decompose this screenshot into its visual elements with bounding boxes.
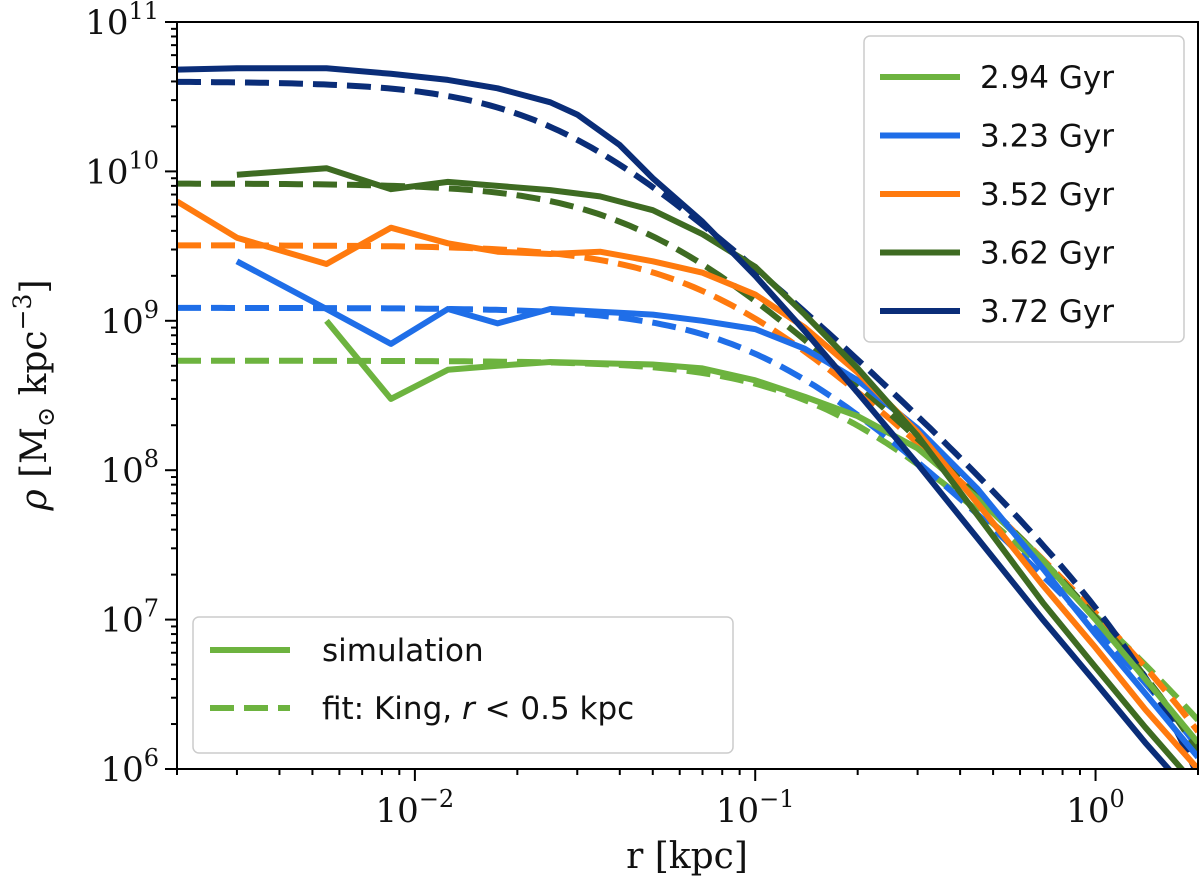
legend-series-box bbox=[863, 35, 1185, 343]
fit-line-2 bbox=[177, 242, 1198, 734]
legend-label-0: 2.94 Gyr bbox=[980, 60, 1114, 96]
y-tick-label-0: 106 bbox=[100, 744, 159, 790]
y-tick-label-1-base: 10 bbox=[100, 601, 143, 641]
y-axis-label-exp: −3 bbox=[8, 294, 37, 331]
y-tick-label-1-exponent: 7 bbox=[144, 595, 159, 623]
x-tick-label-0-base: 10 bbox=[376, 791, 419, 831]
y-tick-label-4: 1010 bbox=[85, 146, 159, 192]
y-tick-label-2-exponent: 8 bbox=[144, 445, 159, 473]
y-tick-label-5-base: 10 bbox=[85, 3, 128, 43]
x-tick-label-2-exponent: 0 bbox=[1110, 785, 1125, 813]
simulation-line-1 bbox=[235, 258, 1198, 760]
legend-style-box bbox=[192, 616, 734, 754]
y-tick-label-3-exponent: 9 bbox=[144, 296, 159, 324]
legend-label-3: 3.62 Gyr bbox=[980, 236, 1114, 272]
y-tick-label-1: 107 bbox=[100, 595, 159, 641]
y-axis-label-sun: ⊙ bbox=[32, 407, 60, 427]
legend-fit-label-suffix: < 0.5 kpc bbox=[475, 691, 635, 727]
x-tick-label-0: 10−2 bbox=[376, 785, 455, 831]
x-tick-label-1-base: 10 bbox=[716, 791, 759, 831]
legend-series: 2.94 Gyr 3.23 Gyr 3.52 Gyr 3.62 Gyr 3.72 Gyr bbox=[863, 35, 1185, 343]
x-tick-label-2-base: 10 bbox=[1066, 791, 1109, 831]
y-tick-label-4-base: 10 bbox=[85, 152, 128, 192]
y-tick-label-3: 109 bbox=[100, 296, 159, 342]
y-tick-label-5: 1011 bbox=[85, 0, 159, 43]
fit-line-1 bbox=[177, 304, 1198, 750]
legend-fit-label-var: r bbox=[462, 691, 477, 727]
simulation-line-4 bbox=[177, 65, 1173, 769]
y-tick-label-4-exponent: 10 bbox=[128, 146, 159, 174]
y-axis-label-rho: ρ bbox=[14, 489, 55, 511]
legend-label-2: 3.52 Gyr bbox=[980, 177, 1114, 213]
y-tick-label-0-base: 10 bbox=[100, 750, 143, 790]
y-tick-label-2-base: 10 bbox=[100, 451, 143, 491]
y-tick-label-0-exponent: 6 bbox=[144, 744, 159, 772]
legend-fit-label: fit: King, r < 0.5 kpc bbox=[322, 691, 634, 727]
y-tick-label-2: 108 bbox=[100, 445, 159, 491]
y-axis-label-open: [M bbox=[14, 427, 55, 489]
x-tick-labels: 10−2 10−1 100 bbox=[376, 785, 1125, 831]
y-axis-label-close: ] bbox=[14, 279, 55, 293]
simulation-line-2 bbox=[177, 198, 1198, 769]
legend-label-4: 3.72 Gyr bbox=[980, 294, 1114, 330]
legend-label-1: 3.23 Gyr bbox=[980, 119, 1114, 155]
y-tick-label-3-base: 10 bbox=[100, 302, 143, 342]
x-axis-label: r [kpc] bbox=[626, 836, 748, 877]
x-tick-label-1: 10−1 bbox=[716, 785, 795, 831]
fit-line-4 bbox=[177, 78, 1198, 769]
y-tick-label-5-exponent: 11 bbox=[128, 0, 159, 25]
x-tick-label-2: 100 bbox=[1066, 785, 1125, 831]
y-axis-label-unit: kpc bbox=[14, 330, 55, 406]
plot-frame bbox=[176, 21, 1199, 770]
series-layer bbox=[177, 65, 1198, 769]
x-tick-label-1-exponent: −1 bbox=[759, 785, 794, 813]
simulation-line-0 bbox=[324, 318, 1198, 745]
legend-simulation-label: simulation bbox=[322, 633, 484, 669]
ticks-layer bbox=[165, 21, 1199, 781]
y-axis-label: ρ [M⊙ kpc−3] bbox=[8, 279, 60, 511]
legend-fit-label-prefix: fit: King, bbox=[322, 691, 462, 727]
x-tick-label-0-exponent: −2 bbox=[419, 785, 454, 813]
legend-style: simulation fit: King, r < 0.5 kpc bbox=[192, 616, 734, 754]
